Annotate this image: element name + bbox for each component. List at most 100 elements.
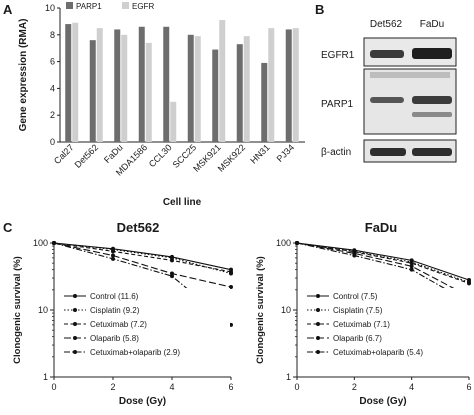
fadu-y-tick-label-1: 1 bbox=[286, 372, 291, 382]
blot-smear-parp1 bbox=[370, 72, 450, 78]
bar-parp1-msk921 bbox=[212, 49, 219, 142]
blot-band-egfr1-fadu bbox=[412, 48, 452, 59]
blot-band-parp1-fadu bbox=[412, 96, 452, 104]
det562-y-tick-label-1: 1 bbox=[43, 372, 48, 382]
western-blot: Det562 FaDu EGFR1 PARP1 β-actin bbox=[321, 19, 457, 163]
det562-x-tick-label-4: 4 bbox=[169, 382, 174, 392]
blot-row-parp1: PARP1 bbox=[321, 99, 353, 110]
det562-line-control-11-6 bbox=[53, 242, 232, 271]
bar-y-tick-label-4: 4 bbox=[50, 83, 55, 93]
bar-x-tick-label-msk922: MSK922 bbox=[216, 142, 247, 173]
bar-parp1-msk922 bbox=[236, 44, 243, 142]
fadu-point-cetuximab-olaparib-5-4-0 bbox=[295, 241, 299, 245]
bar-legend-label-egfr: EGFR bbox=[132, 2, 154, 11]
det562-point-cetuximab-7-2-2 bbox=[170, 258, 174, 263]
bar-x-tick-label-fadu: FaDu bbox=[102, 142, 125, 165]
fadu-title: FaDu bbox=[365, 220, 398, 235]
bar-egfr-det562 bbox=[96, 28, 103, 143]
bar-legend-label-parp1: PARP1 bbox=[76, 2, 102, 11]
blot-band-parp1-det562 bbox=[370, 97, 404, 103]
bar-egfr-cal27 bbox=[72, 22, 79, 143]
fadu-x-tick-label-0: 0 bbox=[294, 382, 299, 392]
fadu-x-tick-label-4: 4 bbox=[409, 382, 414, 392]
bar-y-tick-label-8: 8 bbox=[50, 30, 55, 40]
blot-box-beta-actin bbox=[363, 139, 457, 163]
panel-letter-b: B bbox=[315, 2, 324, 17]
fadu-legend-label-cetuximab-7-1: Cetuximab (7.1) bbox=[333, 320, 390, 329]
bar-parp1-pj34 bbox=[285, 29, 292, 142]
det562-point-cetuximab-olaparib-2-9-0 bbox=[52, 241, 56, 245]
det562-point-cetuximab-olaparib-2-9-2 bbox=[170, 274, 174, 279]
fadu-point-cetuximab-olaparib-5-4-2 bbox=[409, 267, 414, 272]
det562-legend-marker-cisplatin-9-2 bbox=[73, 308, 77, 312]
survival-chart-fadu: FaDu 1 10 100 0 2 4 6 Clonogenic survival (%) Dos… bbox=[255, 220, 473, 407]
det562-y-axis-title: Clonogenic survival (%) bbox=[12, 256, 23, 364]
fadu-y-tick-label-10: 10 bbox=[281, 305, 291, 315]
det562-legend-marker-cetuximab-olaparib-2-9 bbox=[73, 350, 77, 354]
bar-parp1-det562 bbox=[89, 40, 96, 142]
det562-legend-marker-control-11-6 bbox=[73, 294, 77, 298]
fadu-point-cetuximab-7-1-2 bbox=[409, 261, 414, 266]
bar-egfr-scc25 bbox=[194, 36, 201, 142]
bar-y-tick-label-10: 10 bbox=[45, 3, 55, 13]
fadu-y-axis-title: Clonogenic survival (%) bbox=[255, 256, 266, 364]
bar-x-tick-label-ccl30: CCL30 bbox=[147, 142, 174, 169]
bar-parp1-fadu bbox=[114, 29, 121, 142]
det562-legend-label-cisplatin-9-2: Cisplatin (9.2) bbox=[90, 306, 140, 315]
det562-legend-marker-cetuximab-7-2 bbox=[73, 322, 77, 326]
bar-x-tick-label-hn31: HN31 bbox=[248, 142, 271, 165]
bar-egfr-msk921 bbox=[219, 20, 226, 143]
det562-legend-label-cetuximab-olaparib-2-9: Cetuximab+olaparib (2.9) bbox=[90, 348, 180, 357]
bar-egfr-mda1586 bbox=[145, 42, 152, 143]
det562-x-tick-label-6: 6 bbox=[228, 382, 233, 392]
det562-line-cetuximab-7-2 bbox=[53, 242, 232, 273]
fadu-point-olaparib-6-7-2 bbox=[409, 264, 414, 269]
bar-legend-swatch-egfr bbox=[122, 2, 129, 9]
bar-chart: Gene expression (RMA) Cell line 0 2 4 6 8 10 C… bbox=[18, 2, 305, 208]
fadu-legend-marker-cetuximab-7-1 bbox=[316, 322, 320, 326]
blot-band-egfr1-det562 bbox=[370, 50, 404, 58]
fadu-point-cetuximab-olaparib-5-4-1 bbox=[352, 253, 357, 258]
bar-egfr-msk922 bbox=[243, 36, 250, 142]
det562-x-tick-label-2: 2 bbox=[110, 382, 115, 392]
det562-x-tick-label-0: 0 bbox=[51, 382, 56, 392]
det562-point-cetuximab-7-2-1 bbox=[111, 249, 115, 254]
det562-point-olaparib-5-8-1 bbox=[111, 253, 115, 258]
blot-row-beta-actin: β-actin bbox=[321, 147, 351, 158]
fadu-x-tick-label-2: 2 bbox=[352, 382, 357, 392]
det562-point-cetuximab-7-2-3 bbox=[229, 269, 233, 274]
det562-legend-label-cetuximab-7-2: Cetuximab (7.2) bbox=[90, 320, 147, 329]
fadu-legend-marker-olaparib-6-7 bbox=[316, 336, 320, 340]
panel-letter-c: C bbox=[3, 220, 13, 235]
bar-parp1-mda1586 bbox=[138, 26, 145, 142]
panel-letter-a: A bbox=[3, 2, 13, 17]
bar-egfr-hn31 bbox=[268, 28, 275, 143]
bar-y-axis-title: Gene expression (RMA) bbox=[18, 19, 29, 132]
bar-x-axis-title: Cell line bbox=[163, 197, 202, 208]
fadu-legend-label-olaparib-6-7: Olaparib (6.7) bbox=[333, 334, 382, 343]
bar-x-tick-label-pj34: PJ34 bbox=[275, 142, 297, 164]
det562-legend-marker-olaparib-5-8 bbox=[73, 336, 77, 340]
bar-egfr-fadu bbox=[121, 34, 128, 142]
det562-point-cetuximab-olaparib-2-9-1 bbox=[111, 256, 115, 261]
fadu-legend-label-control-7-5: Control (7.5) bbox=[333, 292, 378, 301]
det562-legend-box bbox=[60, 288, 230, 362]
fadu-legend-marker-cisplatin-7-5 bbox=[316, 308, 320, 312]
bar-parp1-hn31 bbox=[261, 62, 268, 142]
bar-egfr-ccl30 bbox=[170, 101, 177, 142]
fadu-line-control-7-5 bbox=[296, 242, 470, 281]
bar-legend-swatch-parp1 bbox=[66, 2, 73, 9]
bar-y-tick-label-6: 6 bbox=[50, 57, 55, 67]
survival-chart-det562: Det562 1 10 100 0 2 4 6 Clonogenic survival (%) D… bbox=[12, 220, 234, 407]
blot-band-actin-fadu bbox=[412, 148, 452, 156]
bar-y-tick-label-2: 2 bbox=[50, 110, 55, 120]
fadu-line-cetuximab-olaparib-5-4 bbox=[296, 242, 470, 303]
det562-legend-label-olaparib-5-8: Olaparib (5.8) bbox=[90, 334, 139, 343]
blot-band-actin-det562 bbox=[370, 148, 406, 156]
det562-y-tick-label-10: 10 bbox=[38, 305, 48, 315]
det562-y-tick-label-100: 100 bbox=[33, 238, 48, 248]
bar-y-tick-label-0: 0 bbox=[50, 137, 55, 147]
bar-x-tick-label-det562: Det562 bbox=[73, 142, 101, 170]
det562-line-olaparib-5-8 bbox=[53, 242, 232, 288]
